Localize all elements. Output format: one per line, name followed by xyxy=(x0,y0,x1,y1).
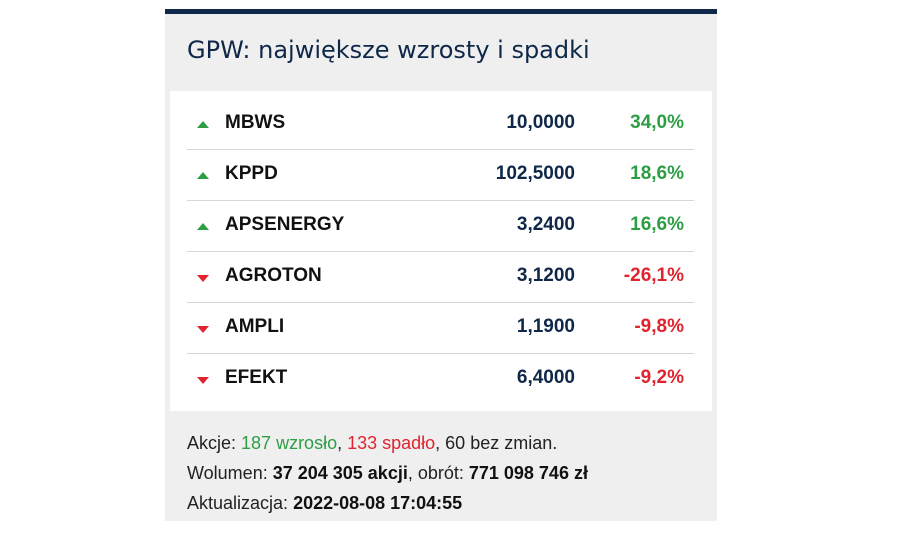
arrow-down-icon xyxy=(197,275,209,282)
rose-count: 187 wzrosło xyxy=(241,433,338,453)
unchanged-count: , 60 bez zmian. xyxy=(435,433,558,453)
stock-price: 10,0000 xyxy=(506,112,575,133)
stock-price: 3,2400 xyxy=(516,214,575,235)
stock-change: 18,6% xyxy=(630,163,684,184)
stock-change: 16,6% xyxy=(630,214,684,235)
gpw-movers-widget: GPW: największe wzrosty i spadki MBWS 10… xyxy=(165,9,717,521)
volume-value: 37 204 305 akcji xyxy=(272,463,408,483)
market-stats: Akcje: 187 wzrosło, 133 spadło, 60 bez z… xyxy=(187,428,588,518)
arrow-up-icon xyxy=(197,223,209,230)
stock-symbol[interactable]: APSENERGY xyxy=(225,214,345,235)
arrow-up-icon xyxy=(197,172,209,179)
stock-symbol[interactable]: AMPLI xyxy=(225,316,285,337)
stock-symbol[interactable]: KPPD xyxy=(225,163,278,184)
stock-change: -26,1% xyxy=(623,265,684,286)
shares-separator: , xyxy=(337,433,348,453)
stock-change: -9,2% xyxy=(634,367,684,388)
fell-count: 133 spadło xyxy=(347,433,436,453)
table-row-apsenergy[interactable]: APSENERGY 3,2400 16,6% xyxy=(187,201,694,252)
arrow-up-icon xyxy=(197,121,209,128)
table-row-ampli[interactable]: AMPLI 1,1900 -9,8% xyxy=(187,303,694,354)
shares-summary: Akcje: 187 wzrosło, 133 spadło, 60 bez z… xyxy=(187,428,588,458)
update-value: 2022-08-08 17:04:55 xyxy=(293,493,463,513)
stock-change: 34,0% xyxy=(630,112,684,133)
shares-label: Akcje: xyxy=(187,433,242,453)
stock-symbol[interactable]: MBWS xyxy=(225,112,286,133)
turnover-label: , obrót: xyxy=(407,463,469,483)
movers-table: MBWS 10,0000 34,0% KPPD 102,5000 18,6% A… xyxy=(170,91,712,411)
stock-price: 3,1200 xyxy=(516,265,575,286)
stock-change: -9,8% xyxy=(634,316,684,337)
table-row-agroton[interactable]: AGROTON 3,1200 -26,1% xyxy=(187,252,694,303)
volume-summary: Wolumen: 37 204 305 akcji, obrót: 771 09… xyxy=(187,458,588,488)
stock-price: 102,5000 xyxy=(495,163,575,184)
stock-price: 1,1900 xyxy=(516,316,575,337)
update-summary: Aktualizacja: 2022-08-08 17:04:55 xyxy=(187,488,588,518)
table-row-efekt[interactable]: EFEKT 6,4000 -9,2% xyxy=(187,354,694,405)
volume-label: Wolumen: xyxy=(187,463,273,483)
stock-symbol[interactable]: EFEKT xyxy=(225,367,288,388)
stock-price: 6,4000 xyxy=(516,367,575,388)
stock-symbol[interactable]: AGROTON xyxy=(225,265,322,286)
table-row-kppd[interactable]: KPPD 102,5000 18,6% xyxy=(187,150,694,201)
arrow-down-icon xyxy=(197,326,209,333)
arrow-down-icon xyxy=(197,377,209,384)
update-label: Aktualizacja: xyxy=(187,493,294,513)
widget-title: GPW: największe wzrosty i spadki xyxy=(187,36,590,64)
table-row-mbws[interactable]: MBWS 10,0000 34,0% xyxy=(187,99,694,150)
turnover-value: 771 098 746 zł xyxy=(468,463,588,483)
